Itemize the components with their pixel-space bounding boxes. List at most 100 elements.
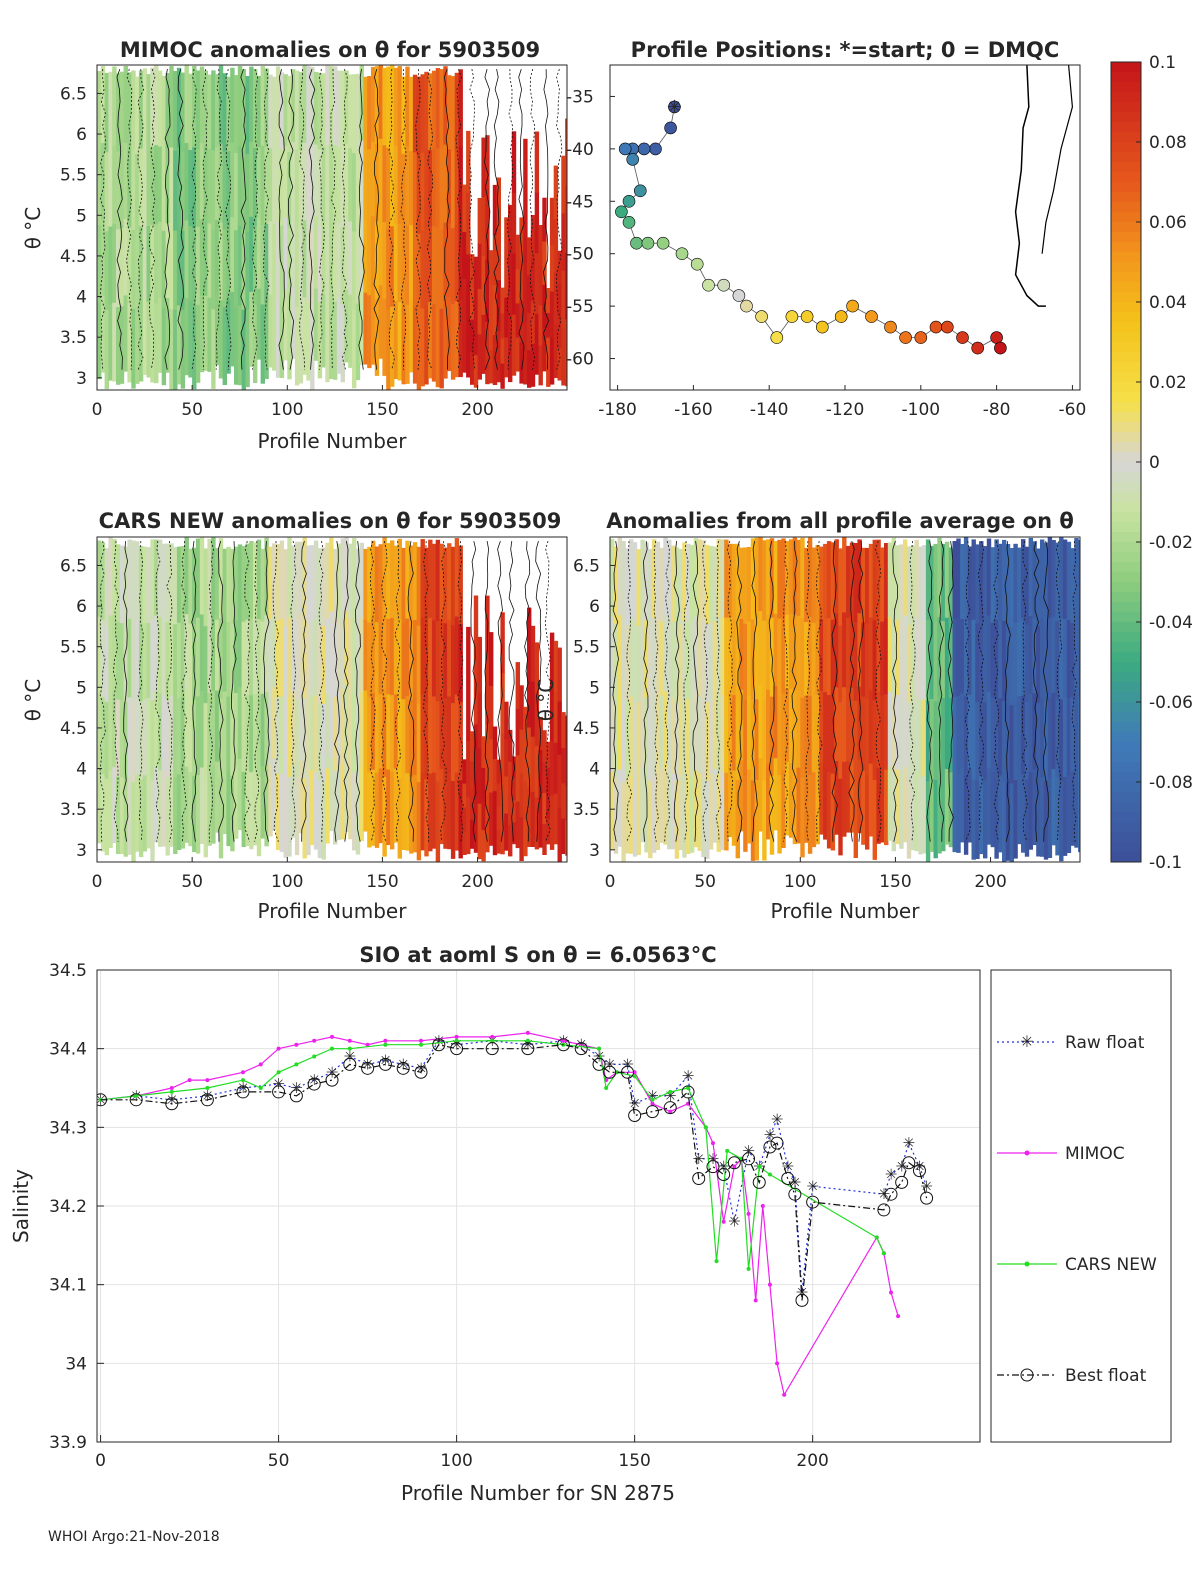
heatmap-cell [317, 149, 323, 226]
heatmap-cell [754, 779, 759, 861]
contour-line [272, 541, 279, 842]
heatmap-cell [169, 694, 174, 771]
heatmap-cell [325, 617, 330, 694]
heatmap-cell [321, 547, 326, 626]
heatmap-cell [348, 221, 353, 295]
heatmap-cell [390, 694, 395, 773]
heatmap-cell [447, 222, 452, 298]
heatmap-cell [378, 693, 383, 769]
heatmap-cell [435, 307, 441, 388]
heatmap-cell [1032, 541, 1037, 618]
heatmap-cell [161, 75, 167, 154]
heatmap-cell [211, 70, 216, 151]
profile-position [717, 278, 731, 292]
heatmap-cell [998, 774, 1003, 853]
heatmap-cell [492, 234, 498, 286]
profile-position [865, 310, 878, 323]
heatmap-cell [735, 622, 740, 702]
heatmap-cell [374, 546, 380, 623]
heatmap-cell [1051, 616, 1056, 693]
data-point [710, 1141, 715, 1146]
profile-position [971, 341, 985, 355]
heatmap-cell [918, 546, 923, 624]
heatmap-cell [728, 690, 733, 764]
heatmap-cell [382, 537, 387, 618]
heatmap-cell [245, 770, 250, 847]
heatmap-cell [272, 758, 277, 831]
heatmap-cell [405, 225, 410, 305]
heatmap-cell [119, 71, 125, 151]
heatmap-cell [724, 772, 729, 851]
heatmap-cell [336, 543, 342, 619]
heatmap-cell [504, 257, 509, 298]
heatmap-cell [447, 772, 452, 850]
heatmap-cell [165, 147, 170, 224]
heatmap-cell [310, 228, 315, 310]
heatmap-cell [207, 539, 212, 617]
heatmap-cell [119, 776, 125, 855]
heatmap-cell [150, 224, 155, 304]
heatmap-cell [549, 290, 555, 338]
contour-line [240, 68, 247, 370]
heatmap-cell [382, 696, 387, 777]
heatmap-cell [887, 765, 893, 841]
heatmap-cell [998, 620, 1003, 699]
heatmap-cell [416, 154, 422, 234]
heatmap-cell [195, 148, 201, 227]
colorbar-cell [1111, 682, 1141, 693]
data-point [895, 1175, 909, 1189]
heatmap-cell [260, 303, 265, 384]
heatmap-cell [485, 659, 490, 725]
profile-position [899, 331, 912, 344]
heatmap-cell [348, 147, 353, 222]
heatmap-cell [659, 695, 664, 770]
heatmap-cell [625, 700, 630, 778]
heatmap-cell [462, 830, 467, 855]
heatmap-cell [348, 691, 353, 766]
heatmap-cell [291, 213, 296, 287]
heatmap-cell [344, 143, 349, 217]
heatmap-cell [849, 687, 855, 761]
heatmap-cell [447, 296, 452, 372]
heatmap-cell [876, 767, 881, 844]
contour-line [875, 540, 882, 842]
heatmap-cell [325, 65, 330, 146]
heatmap-cell [150, 619, 155, 701]
contour-line [518, 68, 525, 370]
colorbar-tick-label: 0.1 [1149, 53, 1176, 73]
heatmap-cell [853, 778, 858, 858]
heatmap-cell [352, 538, 357, 617]
x-tick-label: 150 [879, 872, 911, 892]
heatmap-cell [390, 540, 395, 618]
data-point [717, 1168, 731, 1182]
heatmap-cell [192, 66, 197, 148]
heatmap-cell [393, 300, 399, 379]
heatmap-cell [769, 775, 775, 855]
colorbar-cell [1111, 432, 1141, 443]
colorbar-cell [1111, 572, 1141, 583]
heatmap-cell [268, 220, 273, 295]
heatmap-cell [435, 539, 441, 621]
heatmap-cell [306, 700, 311, 778]
heatmap-cell [538, 749, 543, 783]
heatmap-cell [899, 620, 904, 697]
colorbar-cell [1111, 532, 1141, 543]
x-tick-label: -180 [598, 400, 637, 420]
heatmap-cell [640, 539, 645, 616]
heatmap-cell [1066, 774, 1072, 853]
data-point [454, 1034, 459, 1039]
heatmap-cell [306, 66, 311, 146]
colorbar-tick-label: 0.04 [1149, 293, 1187, 313]
heatmap-cell [815, 769, 820, 845]
heatmap-cell [458, 146, 463, 224]
colorbar-cell [1111, 492, 1141, 503]
heatmap-cell [462, 184, 467, 232]
heatmap-cell [903, 690, 908, 767]
heatmap-cell [682, 621, 687, 701]
contour-line [692, 541, 699, 842]
heatmap-cell [439, 768, 444, 845]
heatmap-cell [188, 301, 193, 378]
heatmap-cell [333, 696, 338, 771]
heatmap-cell [1002, 620, 1007, 702]
contour-line [191, 541, 198, 842]
